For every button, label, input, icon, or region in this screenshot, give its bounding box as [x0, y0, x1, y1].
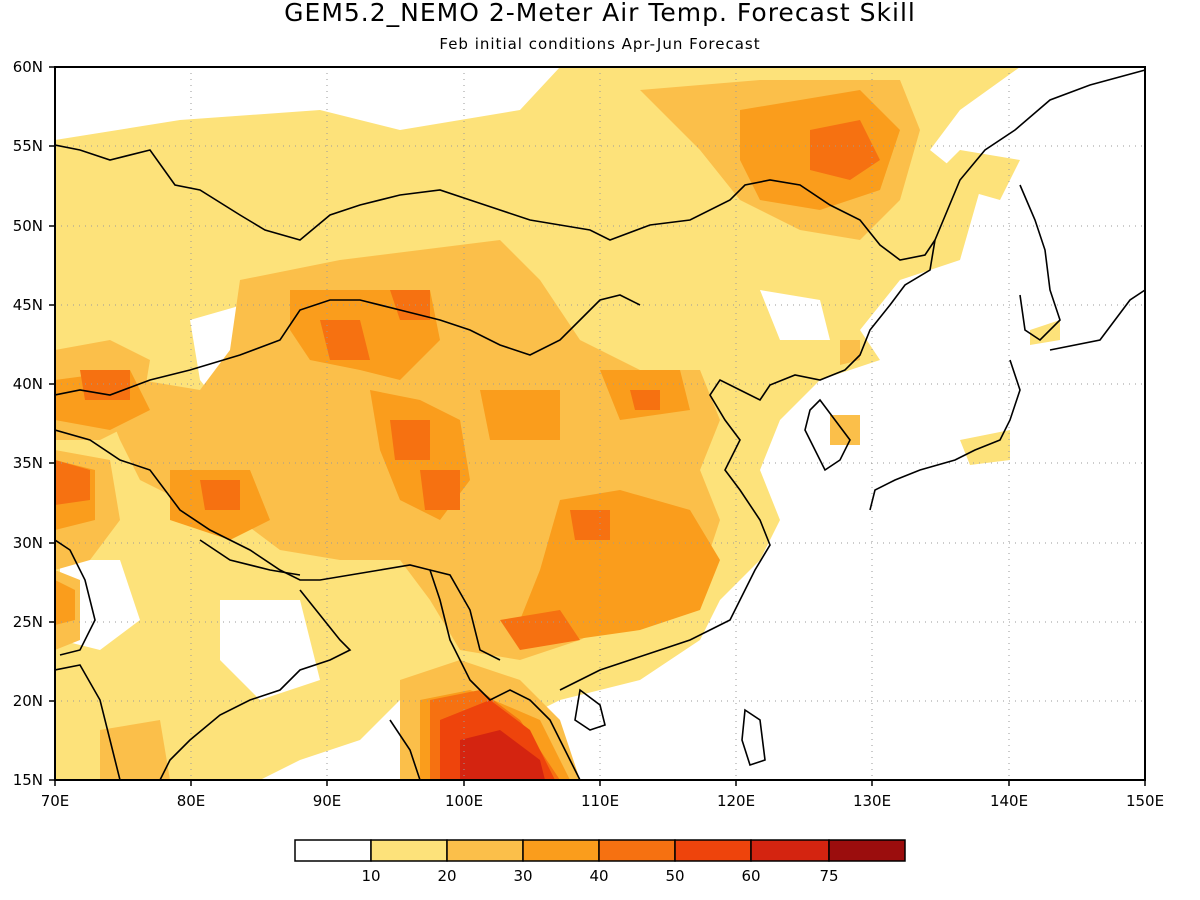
legend-box — [674, 839, 752, 862]
tick-marks — [49, 66, 1146, 786]
legend-label: 20 — [437, 867, 456, 885]
lat-label: 45N — [13, 296, 43, 314]
legend-box — [446, 839, 524, 862]
skill-contour-region — [55, 580, 75, 625]
legend-label: 50 — [665, 867, 684, 885]
skill-contour-region — [760, 290, 830, 340]
legend-box — [370, 839, 448, 862]
lat-label: 25N — [13, 613, 43, 631]
map-title: GEM5.2_NEMO 2-Meter Air Temp. Forecast S… — [284, 0, 916, 27]
lon-label: 90E — [313, 792, 342, 810]
skill-contour-region — [520, 490, 720, 640]
legend-box — [750, 839, 830, 862]
skill-contour-region — [460, 730, 545, 780]
skill-contour-region — [420, 470, 460, 510]
lat-label: 60N — [13, 58, 43, 76]
lat-label: 20N — [13, 692, 43, 710]
lat-label: 15N — [13, 771, 43, 789]
skill-contour-region — [80, 370, 130, 400]
lat-labels: 15N 20N 25N 30N 35N 40N 45N 50N 55N 60N — [13, 58, 43, 789]
skill-contour-region — [100, 720, 170, 780]
legend-label: 30 — [513, 867, 532, 885]
lon-label: 130E — [853, 792, 891, 810]
legend-label: 10 — [361, 867, 380, 885]
skill-shading — [55, 67, 1060, 780]
skill-contour-region — [930, 150, 1020, 200]
map-subtitle: Feb initial conditions Apr-Jun Forecast — [439, 35, 761, 53]
legend-box — [828, 839, 906, 862]
skill-contour-region — [630, 390, 660, 410]
legend-label: 60 — [741, 867, 760, 885]
skill-contour-region — [55, 460, 90, 505]
lon-label: 100E — [445, 792, 483, 810]
lat-label: 55N — [13, 137, 43, 155]
skill-contour-region — [200, 480, 240, 510]
skill-contour-region — [320, 320, 370, 360]
legend-box — [522, 839, 600, 862]
lon-label: 150E — [1126, 792, 1164, 810]
skill-contour-region — [810, 120, 880, 180]
skill-contour-region — [480, 390, 560, 440]
lat-label: 30N — [13, 534, 43, 552]
color-legend: 10 20 30 40 50 60 75 — [294, 839, 906, 885]
skill-contour-region — [570, 510, 610, 540]
lat-label: 35N — [13, 454, 43, 472]
legend-box — [294, 839, 372, 862]
lon-label: 140E — [990, 792, 1028, 810]
coastlines-borders — [55, 69, 1145, 780]
skill-contour-region — [500, 610, 580, 650]
legend-label: 40 — [589, 867, 608, 885]
lon-labels: 70E 80E 90E 100E 110E 120E 130E 140E 150… — [41, 792, 1164, 810]
legend-box — [598, 839, 676, 862]
lon-label: 110E — [581, 792, 619, 810]
lon-label: 120E — [717, 792, 755, 810]
lon-label: 70E — [41, 792, 70, 810]
skill-contour-region — [840, 340, 860, 365]
legend-label: 75 — [819, 867, 838, 885]
lon-label: 80E — [177, 792, 206, 810]
lat-label: 50N — [13, 217, 43, 235]
lat-label: 40N — [13, 375, 43, 393]
skill-contour-region — [960, 430, 1010, 465]
skill-contour-region — [390, 420, 430, 460]
